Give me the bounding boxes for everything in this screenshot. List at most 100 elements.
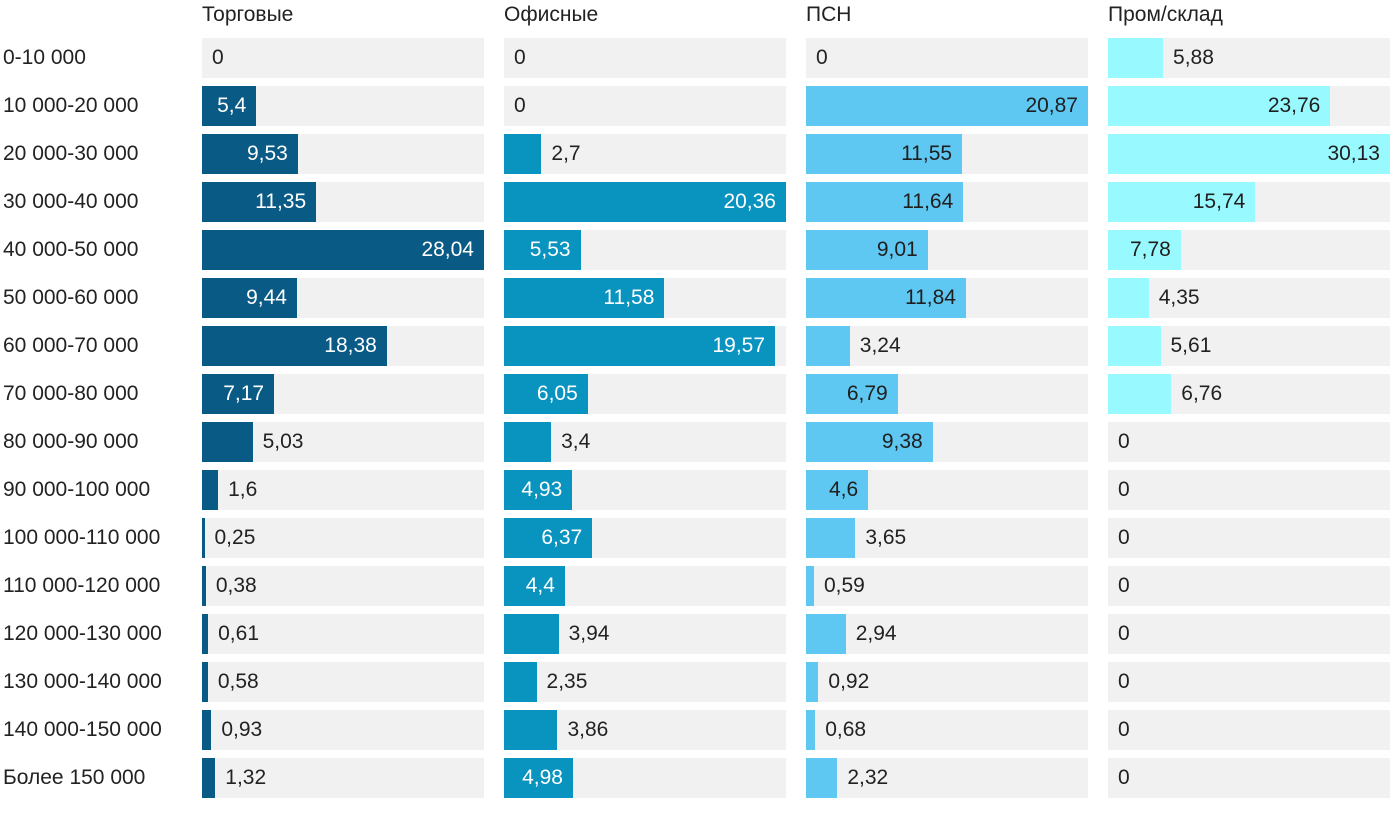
data-label: 7,17 (223, 382, 265, 405)
data-label: 2,32 (847, 766, 889, 789)
bar-track: 9,53 (202, 134, 484, 174)
data-label: 0,92 (828, 670, 870, 693)
bar (202, 566, 206, 606)
category-label: 0-10 000 (3, 46, 86, 69)
bar-track: 18,38 (202, 326, 484, 366)
bar (504, 134, 542, 174)
bar (504, 278, 665, 318)
data-label: 0 (1118, 526, 1130, 549)
data-label: 0 (1118, 622, 1130, 645)
category-label: 120 000-130 000 (3, 622, 162, 645)
bar-track: 0 (806, 38, 1088, 78)
category-label: Более 150 000 (3, 766, 146, 789)
bar (1108, 374, 1172, 414)
data-label: 0 (1118, 478, 1130, 501)
bar (202, 182, 317, 222)
data-label: 0 (1118, 430, 1130, 453)
bar-track: 6,76 (1108, 374, 1390, 414)
bar-track: 0 (504, 38, 786, 78)
bar-track: 23,76 (1108, 86, 1390, 126)
category-label: 140 000-150 000 (3, 718, 162, 741)
bar-track: 5,61 (1108, 326, 1390, 366)
bar-track: 4,93 (504, 470, 786, 510)
bar-track: 9,44 (202, 278, 484, 318)
data-label: 15,74 (1192, 190, 1246, 213)
data-label: 5,61 (1170, 334, 1212, 357)
bar (806, 422, 933, 462)
bar (806, 662, 819, 702)
data-label: 9,53 (246, 142, 288, 165)
bar-track: 0,25 (202, 518, 484, 558)
data-label: 0 (514, 94, 526, 117)
data-label: 7,78 (1129, 238, 1171, 261)
bar-track: 0,92 (806, 662, 1088, 702)
bar (202, 230, 484, 270)
bar-track: 0,93 (202, 710, 484, 750)
bar (806, 374, 898, 414)
bar-track: 11,35 (202, 182, 484, 222)
bar-track: 2,35 (504, 662, 786, 702)
bar-track: 2,32 (806, 758, 1088, 798)
data-label: 0 (1118, 670, 1130, 693)
bar (202, 470, 219, 510)
bar-track: 28,04 (202, 230, 484, 270)
data-label: 19,57 (712, 334, 766, 357)
bar (806, 326, 850, 366)
category-label: 50 000-60 000 (3, 286, 139, 309)
bar (504, 614, 559, 654)
bar-track: 11,84 (806, 278, 1088, 318)
series-title: Пром/склад (1108, 3, 1223, 26)
bar-track: 30,13 (1108, 134, 1390, 174)
bar-track: 19,57 (504, 326, 786, 366)
bar-track: 0,68 (806, 710, 1088, 750)
data-label: 9,01 (876, 238, 918, 261)
bar-track: 0 (1108, 470, 1390, 510)
data-label: 20,36 (723, 190, 776, 213)
bar (806, 134, 963, 174)
bar-track: 5,03 (202, 422, 484, 462)
bar (504, 182, 786, 222)
bar-track: 3,4 (504, 422, 786, 462)
data-label: 4,35 (1158, 286, 1200, 309)
data-label: 30,13 (1327, 142, 1380, 165)
data-label: 18,38 (324, 334, 377, 357)
data-label: 3,4 (561, 430, 591, 453)
data-label: 0,38 (215, 574, 257, 597)
bar (504, 662, 537, 702)
series-title: Торговые (202, 3, 294, 26)
data-label: 3,94 (568, 622, 610, 645)
data-label: 0 (514, 46, 526, 69)
data-label: 9,38 (881, 430, 923, 453)
bar-track: 0 (1108, 710, 1390, 750)
bar-track: 9,38 (806, 422, 1088, 462)
category-label: 100 000-110 000 (3, 526, 161, 549)
bar-track: 3,86 (504, 710, 786, 750)
data-label: 0 (212, 46, 224, 69)
bar-track: 3,94 (504, 614, 786, 654)
category-label: 70 000-80 000 (3, 382, 139, 405)
bar (806, 230, 928, 270)
bar-track: 0,59 (806, 566, 1088, 606)
bar-track: 9,01 (806, 230, 1088, 270)
bar (806, 758, 838, 798)
bar (202, 422, 253, 462)
bar (202, 758, 216, 798)
category-label: 30 000-40 000 (3, 190, 139, 213)
data-label: 5,53 (529, 238, 571, 261)
data-label: 2,35 (546, 670, 588, 693)
bar-track: 20,36 (504, 182, 786, 222)
data-label: 23,76 (1267, 94, 1321, 117)
category-label: 130 000-140 000 (3, 670, 162, 693)
data-label: 4,93 (521, 478, 563, 501)
bar (504, 566, 565, 606)
data-label: 5,88 (1173, 46, 1214, 69)
data-label: 0,58 (217, 670, 259, 693)
bar (504, 422, 552, 462)
bar-track: 0 (1108, 422, 1390, 462)
data-label: 2,94 (855, 622, 897, 645)
bar-track: 0 (1108, 518, 1390, 558)
bar (504, 758, 573, 798)
bar-track: 4,35 (1108, 278, 1390, 318)
data-label: 3,24 (859, 334, 901, 357)
bar (504, 710, 558, 750)
